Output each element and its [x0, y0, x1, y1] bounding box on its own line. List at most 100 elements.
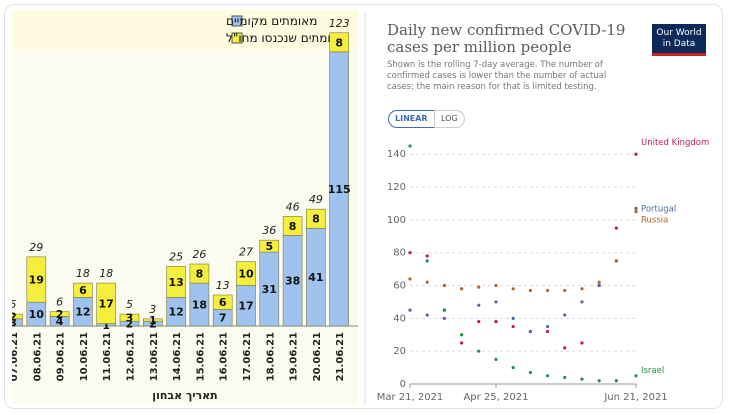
bar-segment [166, 266, 186, 298]
segment-label: 5 [265, 240, 273, 253]
series-point [459, 287, 464, 291]
x-tick-label: Apr 25, 2021 [463, 392, 528, 403]
series-point [528, 329, 532, 334]
series-point [634, 152, 638, 156]
series-point [614, 226, 618, 230]
segment-label: 3 [9, 316, 17, 329]
series-point [545, 329, 550, 334]
x-tick-label: 17.06.21 [242, 332, 253, 381]
segment-label: 17 [99, 297, 114, 310]
series-point [545, 324, 550, 329]
series-point [563, 375, 567, 380]
linear-button[interactable]: LINEAR [388, 110, 435, 128]
segment-label: 2 [149, 318, 157, 331]
segment-label: 4 [56, 315, 64, 328]
bar-segment [49, 311, 70, 317]
segment-label: 12 [75, 306, 90, 319]
x-axis-label: תאריך אבחון [152, 389, 217, 402]
series-point [477, 320, 481, 324]
total-label: 5 [126, 298, 133, 311]
bar-segment [189, 263, 210, 284]
x-tick-label: 21.06.21 [335, 332, 346, 381]
series-point [528, 288, 532, 293]
series-point [425, 313, 429, 317]
logo[interactable]: Our World in Data [652, 24, 706, 56]
y-tick-label: 80 [393, 248, 406, 259]
series-point [580, 287, 584, 291]
segment-label: 3 [126, 312, 134, 325]
segment-label: 31 [262, 283, 277, 296]
segment-label: 1 [102, 319, 110, 332]
x-tick-label: Mar 21, 2021 [377, 392, 444, 403]
segment-label: 2 [9, 310, 17, 323]
segment-label: 6 [79, 284, 87, 297]
total-label: 26 [192, 248, 206, 261]
legend-label: מאומתים מקומיים [226, 14, 317, 28]
bar-segment [143, 318, 163, 322]
legend-swatch [231, 15, 243, 27]
segment-label: 41 [308, 271, 323, 284]
segment-label: 17 [238, 300, 253, 313]
segment-label: 19 [29, 274, 44, 287]
total-label: 5 [10, 298, 17, 311]
x-tick-label: 20.06.21 [312, 332, 323, 381]
bar-segment [236, 261, 256, 286]
segment-label: 18 [192, 299, 207, 312]
series-point [494, 300, 498, 304]
series-point [528, 370, 532, 375]
series-label: Israel [641, 366, 664, 376]
series-point [442, 308, 446, 312]
left-panel [12, 10, 358, 405]
x-tick-label: 16.06.21 [219, 332, 230, 381]
total-label: 6 [56, 296, 63, 309]
segment-label: 8 [196, 268, 204, 281]
log-button[interactable]: LOG [434, 110, 465, 128]
x-tick-label: 11.06.21 [102, 332, 113, 381]
series-point [494, 320, 498, 324]
legend-band [12, 10, 358, 50]
bar-segment [212, 294, 233, 310]
series-point [425, 280, 429, 284]
total-label: 18 [76, 267, 90, 280]
series-point [477, 349, 481, 353]
segment-label: 1 [149, 314, 157, 327]
series-label: United Kingdom [641, 138, 709, 148]
frame [4, 4, 723, 409]
segment-label: 8 [289, 220, 297, 233]
segment-label: 115 [328, 183, 351, 196]
series-point [511, 316, 515, 320]
segment-label: 8 [335, 36, 343, 49]
series-point [634, 374, 638, 378]
series-point [408, 144, 412, 148]
series-point [580, 300, 584, 304]
bar-segment [329, 32, 350, 53]
bar-segment [119, 313, 140, 322]
bar-segment [259, 239, 280, 253]
legend-swatch [231, 32, 243, 44]
total-label: 18 [99, 267, 113, 280]
series-point [494, 357, 498, 361]
series-point [494, 283, 498, 288]
segment-label: 7 [219, 312, 227, 325]
series-point [563, 313, 567, 317]
series-point [511, 287, 515, 291]
bar-segment [73, 282, 93, 298]
x-tick-label: 10.06.21 [79, 332, 90, 381]
segment-label: 8 [312, 213, 320, 226]
x-tick-label: 14.06.21 [172, 332, 183, 381]
series-point [442, 283, 446, 288]
total-label: 3 [149, 303, 156, 316]
legend-label: מאומתים שנכנסו מחו"ל [226, 31, 347, 45]
y-tick-label: 100 [387, 215, 406, 226]
total-label: 49 [309, 193, 323, 206]
x-tick-label: 07.06.21 [9, 332, 20, 381]
segment-label: 2 [126, 318, 134, 331]
x-tick-label: 19.06.21 [289, 332, 300, 381]
series-point [442, 316, 446, 320]
x-tick-label: 13.06.21 [149, 332, 160, 381]
segment-label: 10 [238, 268, 254, 281]
series-point [477, 303, 481, 307]
x-tick-label: Jun 21, 2021 [603, 392, 667, 403]
